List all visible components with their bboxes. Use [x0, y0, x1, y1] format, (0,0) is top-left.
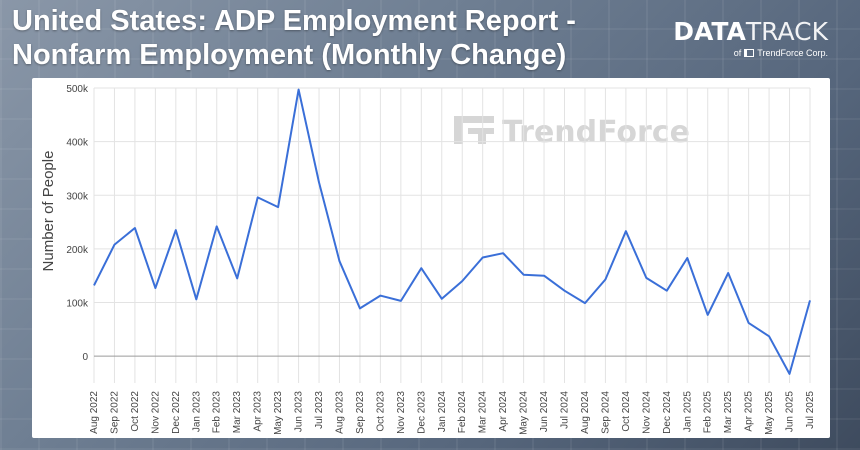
logo-sub-brand: TrendForce Corp.	[757, 48, 828, 58]
x-tick-label: Jan 2025	[682, 391, 693, 433]
x-tick-label: Oct 2024	[621, 391, 632, 432]
trendforce-watermark: TrendForce	[454, 115, 690, 150]
x-tick-label: Nov 2022	[150, 391, 161, 434]
y-tick-label: 400k	[66, 138, 89, 149]
x-tick-label: Jul 2023	[314, 391, 325, 429]
logo-sub-prefix: of	[733, 48, 742, 58]
x-tick-label: Jan 2023	[191, 391, 202, 433]
x-tick-label: May 2024	[519, 391, 530, 435]
y-tick-label: 0	[82, 352, 88, 363]
page-title: United States: ADP Employment Report - N…	[12, 5, 576, 71]
x-tick-label: Feb 2024	[457, 391, 468, 434]
x-tick-label: Aug 2024	[580, 391, 591, 434]
series-line	[93, 88, 811, 375]
x-tick-label: May 2025	[764, 391, 775, 435]
x-tick-label: Dec 2023	[416, 391, 427, 434]
y-tick-label: 200k	[66, 245, 89, 256]
y-axis-ticks: 0 100k 200k 300k 400k 500k	[66, 84, 89, 363]
x-tick-label: Apr 2025	[744, 391, 755, 432]
x-tick-label: Jun 2023	[294, 391, 305, 433]
x-tick-label: Jun 2024	[539, 391, 550, 433]
logo-wordmark-strong: DATA	[673, 17, 746, 46]
x-tick-label: Oct 2022	[130, 391, 141, 432]
y-tick-label: 300k	[66, 191, 89, 202]
x-tick-label: Mar 2025	[723, 391, 734, 434]
x-tick-label: Sep 2024	[600, 391, 611, 434]
x-tick-label: May 2023	[273, 391, 284, 435]
y-tick-label: 100k	[66, 299, 89, 310]
x-tick-label: Apr 2023	[253, 391, 264, 432]
x-tick-label: Jul 2024	[560, 391, 571, 429]
x-tick-label: Feb 2025	[703, 391, 714, 434]
line-chart: TrendForce 0 100k 200k 300k 400k 500k Aug 202…	[40, 84, 816, 435]
x-tick-label: Apr 2024	[498, 391, 509, 432]
chart-card: TrendForce 0 100k 200k 300k 400k 500k Aug 202…	[32, 78, 830, 438]
trendforce-icon	[744, 49, 755, 57]
x-tick-label: Aug 2023	[334, 391, 345, 434]
x-tick-label: Aug 2022	[89, 391, 100, 434]
datatrack-logo: DATATRACK of TrendForce Corp.	[673, 18, 828, 59]
trendforce-watermark-icon	[454, 116, 494, 144]
x-tick-label: Nov 2023	[396, 391, 407, 434]
logo-wordmark-light: TRACK	[745, 17, 828, 46]
y-axis-label: Number of People	[40, 151, 57, 272]
x-tick-label: Jun 2025	[785, 391, 796, 433]
logo-wordmark: DATATRACK	[673, 18, 828, 46]
x-tick-label: Jul 2025	[805, 391, 816, 429]
x-axis-ticks: Aug 2022 Sep 2022 Oct 2022 Nov 2022 Dec 2022…	[89, 391, 816, 435]
x-tick-label: Sep 2023	[355, 391, 366, 434]
y-tick-label: 500k	[66, 84, 89, 95]
x-tick-label: Dec 2024	[662, 391, 673, 434]
x-tick-label: Mar 2023	[232, 391, 243, 434]
x-tick-label: Oct 2023	[375, 391, 386, 432]
x-tick-label: Nov 2024	[641, 391, 652, 434]
x-tick-label: Feb 2023	[212, 391, 223, 434]
logo-subtitle: of TrendForce Corp.	[673, 48, 828, 58]
x-tick-label: Mar 2024	[478, 391, 489, 434]
trendforce-watermark-text: TrendForce	[502, 115, 690, 150]
x-tick-label: Jan 2024	[437, 391, 448, 433]
gridlines	[93, 87, 811, 383]
x-tick-label: Dec 2022	[171, 391, 182, 434]
x-tick-label: Sep 2022	[109, 391, 120, 434]
